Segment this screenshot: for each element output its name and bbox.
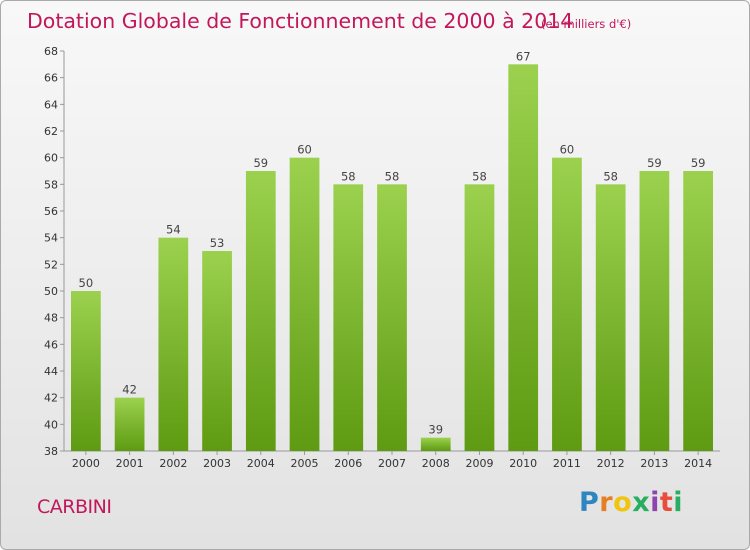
y-tick-label: 64 bbox=[44, 98, 58, 111]
bar-2009 bbox=[464, 184, 495, 452]
x-tick-label: 2002 bbox=[159, 457, 187, 470]
bar-2010 bbox=[508, 64, 539, 452]
data-label-2006: 58 bbox=[341, 169, 356, 183]
y-tick-label: 50 bbox=[44, 285, 58, 298]
y-tick-label: 52 bbox=[44, 258, 58, 271]
data-label-2010: 67 bbox=[516, 49, 531, 63]
x-tick-label: 2009 bbox=[465, 457, 493, 470]
y-tick-label: 68 bbox=[44, 45, 58, 58]
chart-unit: (en milliers d'€) bbox=[541, 17, 632, 31]
y-tick-label: 60 bbox=[44, 152, 58, 165]
y-tick-label: 44 bbox=[44, 365, 58, 378]
y-tick-label: 56 bbox=[44, 205, 58, 218]
x-tick-label: 2004 bbox=[247, 457, 275, 470]
y-tick-label: 38 bbox=[44, 445, 58, 458]
bar-2002 bbox=[158, 237, 189, 451]
data-label-2004: 59 bbox=[253, 156, 268, 170]
y-tick-label: 48 bbox=[44, 312, 58, 325]
x-tick-label: 2010 bbox=[509, 457, 537, 470]
y-tick-label: 62 bbox=[44, 125, 58, 138]
x-tick-label: 2003 bbox=[203, 457, 231, 470]
data-label-2003: 53 bbox=[210, 236, 225, 250]
data-label-2002: 54 bbox=[166, 223, 181, 237]
x-tick-label: 2001 bbox=[116, 457, 144, 470]
y-tick-label: 46 bbox=[44, 338, 58, 351]
x-axis: 2000 2001 2002 2003 2004 2005 2006 2007 2008 2009… bbox=[64, 450, 720, 470]
x-tick-label: 2006 bbox=[334, 457, 362, 470]
commune-name: CARBINI bbox=[37, 496, 112, 518]
x-tick-label: 2013 bbox=[640, 457, 668, 470]
data-label-2001: 42 bbox=[122, 383, 137, 397]
data-labels: 50 42 54 53 59 60 58 58 39 58 67 60 58 59 59 bbox=[79, 49, 706, 436]
x-tick-label: 2008 bbox=[422, 457, 450, 470]
data-label-2011: 60 bbox=[560, 143, 575, 157]
y-tick-label: 66 bbox=[44, 72, 58, 85]
bar-2011 bbox=[552, 157, 582, 451]
bar-2004 bbox=[245, 171, 276, 451]
data-label-2013: 59 bbox=[647, 156, 662, 170]
x-tick-label: 2014 bbox=[684, 457, 712, 470]
y-tick-label: 54 bbox=[44, 232, 58, 245]
x-tick-label: 2007 bbox=[378, 457, 406, 470]
chart-title: Dotation Globale de Fonctionnement de 20… bbox=[27, 9, 574, 33]
bar-2001 bbox=[114, 397, 145, 451]
y-axis: 38 40 42 44 46 48 50 52 54 56 58 60 62 64 66 68 bbox=[44, 45, 65, 458]
bar-2007 bbox=[377, 184, 407, 452]
data-label-2000: 50 bbox=[79, 276, 94, 290]
data-label-2014: 59 bbox=[691, 156, 706, 170]
proxiti-logo: Proxiti bbox=[579, 487, 684, 518]
bar-2003 bbox=[202, 251, 232, 451]
x-tick-label: 2011 bbox=[553, 457, 581, 470]
data-label-2009: 58 bbox=[472, 169, 487, 183]
y-tick-label: 42 bbox=[44, 392, 58, 405]
bar-2014 bbox=[683, 171, 714, 451]
data-label-2007: 58 bbox=[385, 169, 400, 183]
data-label-2012: 58 bbox=[603, 169, 618, 183]
data-label-2005: 60 bbox=[297, 143, 312, 157]
x-tick-label: 2005 bbox=[291, 457, 319, 470]
x-tick-label: 2012 bbox=[597, 457, 625, 470]
bar-2013 bbox=[639, 171, 670, 451]
x-tick-label: 2000 bbox=[72, 457, 100, 470]
bar-2005 bbox=[289, 157, 320, 451]
bar-2008 bbox=[420, 437, 451, 451]
y-tick-label: 58 bbox=[44, 178, 58, 191]
bar-2000 bbox=[70, 291, 101, 451]
bars bbox=[70, 64, 714, 452]
y-tick-label: 40 bbox=[44, 418, 58, 431]
bar-2006 bbox=[333, 184, 364, 452]
bar-2012 bbox=[595, 184, 626, 452]
data-label-2008: 39 bbox=[428, 423, 443, 437]
